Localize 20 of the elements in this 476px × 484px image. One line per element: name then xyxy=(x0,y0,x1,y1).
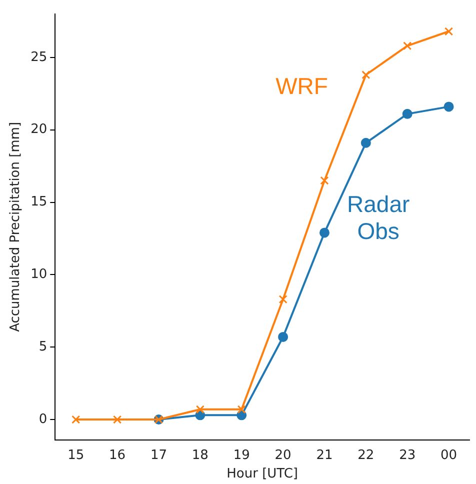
x-tick-label: 00 xyxy=(440,448,458,463)
x-tick-label: 15 xyxy=(68,448,84,463)
x-tick-label: 21 xyxy=(316,448,333,463)
series-label: WRF xyxy=(276,73,328,100)
y-tick-label: 10 xyxy=(30,267,48,282)
y-tick-label: 20 xyxy=(30,122,48,138)
y-tick-label: 0 xyxy=(38,412,48,427)
y-axis-title: Accumulated Precipitation [mm] xyxy=(8,122,24,332)
x-tick-label: 16 xyxy=(109,448,126,463)
x-tick-label: 18 xyxy=(192,448,208,463)
x-axis-title: Hour [UTC] xyxy=(226,466,298,482)
y-tick-label: 25 xyxy=(30,50,48,65)
x-tick-label: 19 xyxy=(233,448,250,463)
x-tick-label: 17 xyxy=(150,448,168,463)
x-tick-label: 22 xyxy=(358,448,374,463)
x-tick-label: 23 xyxy=(399,448,416,463)
series-label: Radar Obs xyxy=(347,191,410,244)
x-tick-label: 20 xyxy=(274,448,292,463)
y-tick-label: 15 xyxy=(30,194,48,210)
y-tick-label: 5 xyxy=(38,339,48,354)
